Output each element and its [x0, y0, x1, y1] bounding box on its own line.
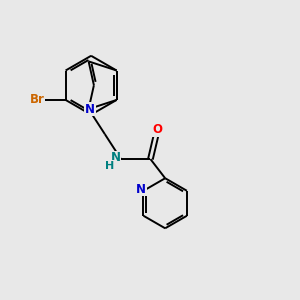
Text: N: N	[111, 151, 121, 164]
Text: H: H	[105, 160, 114, 171]
Text: N: N	[136, 183, 146, 196]
Text: O: O	[153, 123, 163, 136]
Text: N: N	[85, 103, 95, 116]
Text: Br: Br	[30, 93, 44, 106]
